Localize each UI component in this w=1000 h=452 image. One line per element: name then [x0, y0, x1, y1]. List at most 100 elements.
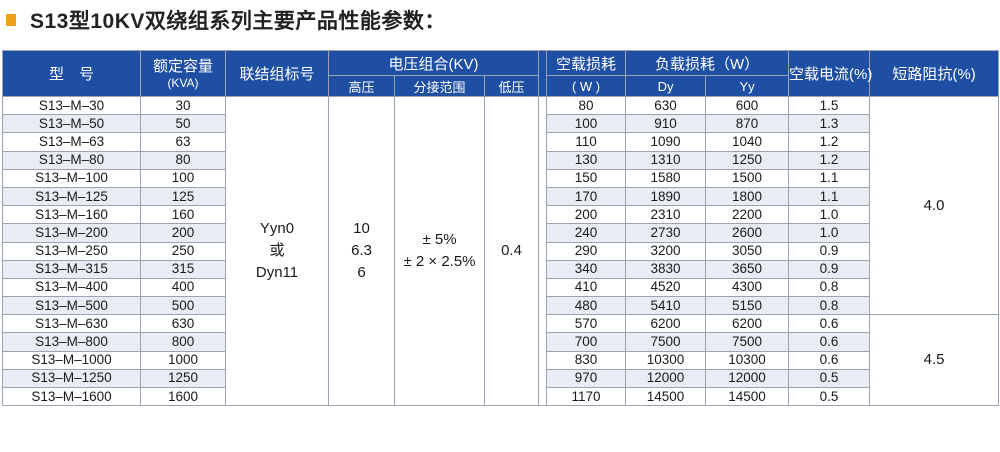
cell-noload-loss: 240 [546, 223, 627, 243]
cell-noload-loss: 200 [546, 205, 627, 225]
cell-noload-loss: 150 [546, 168, 627, 188]
cell-noload-current: 1.0 [788, 205, 871, 225]
cell-capacity: 30 [140, 95, 226, 116]
cell-noload-current: 0.5 [788, 368, 871, 389]
cell-noload-current: 0.9 [788, 259, 871, 279]
cell-load-loss-yy: 3050 [705, 241, 790, 261]
cell-noload-current: 0.8 [788, 296, 871, 316]
column-gap [538, 95, 548, 407]
connection-line: 或 [269, 242, 285, 260]
cell-connection-group: Yyn0 或 Dyn11 [225, 95, 329, 407]
cell-load-loss-yy: 1500 [705, 168, 790, 188]
cell-model: S13–M–80 [2, 150, 141, 170]
cell-capacity: 250 [140, 241, 226, 261]
header-capacity: 额定容量 (KVA) [140, 50, 226, 97]
header-dy: Dy [625, 75, 707, 97]
cell-load-loss-yy: 1800 [705, 186, 790, 207]
cell-load-loss-dy: 4520 [625, 277, 707, 298]
cell-noload-loss: 970 [546, 368, 627, 389]
header-low-voltage: 低压 [483, 75, 540, 97]
cell-noload-current: 0.8 [788, 277, 871, 298]
table-row: S13–M–630 630 570 6200 6200 0.6 4.5 [2, 314, 1000, 407]
header-load-loss: 负载损耗（W） [625, 50, 790, 76]
cell-load-loss-dy: 12000 [625, 368, 707, 389]
cell-noload-loss: 110 [546, 132, 627, 152]
cell-load-loss-yy: 2600 [705, 223, 790, 243]
cell-model: S13–M–250 [2, 241, 141, 261]
cell-model: S13–M–100 [2, 168, 141, 188]
cell-noload-current: 1.5 [788, 95, 871, 116]
cell-tap-range: ± 5% ± 2 × 2.5% [394, 95, 485, 407]
cell-load-loss-yy: 12000 [705, 368, 790, 389]
cell-capacity: 1600 [140, 386, 226, 407]
cell-capacity: 630 [140, 314, 226, 334]
cell-load-loss-yy: 5150 [705, 296, 790, 316]
cell-noload-loss: 1170 [546, 386, 627, 407]
cell-load-loss-dy: 1090 [625, 132, 707, 152]
cell-capacity: 400 [140, 277, 226, 298]
cell-model: S13–M–630 [2, 314, 141, 334]
cell-load-loss-dy: 10300 [625, 350, 707, 370]
high-voltage-line: 10 [353, 220, 370, 238]
cell-noload-current: 1.2 [788, 132, 871, 152]
tap-range-line: ± 5% [422, 231, 457, 249]
cell-impedance-large: 4.5 [869, 314, 1000, 407]
cell-load-loss-yy: 10300 [705, 350, 790, 370]
table-row: S13–M–500 500 480 5410 5150 0.8 [2, 296, 999, 316]
cell-load-loss-yy: 6200 [705, 314, 790, 334]
cell-noload-loss: 170 [546, 186, 627, 207]
table-row: S13–M–200 200 240 2730 2600 1.0 [2, 223, 999, 243]
cell-noload-current: 0.5 [788, 386, 871, 407]
cell-load-loss-yy: 3650 [705, 259, 790, 279]
cell-noload-current: 0.9 [788, 241, 871, 261]
table-row: S13–M–400 400 410 4520 4300 0.8 [2, 277, 999, 298]
cell-model: S13–M–125 [2, 186, 141, 207]
table-row: S13–M–800 800 700 7500 7500 0.6 [2, 332, 999, 352]
header-noload-current: 空载电流(%) [788, 50, 872, 97]
spec-table: 型 号 额定容量 (KVA) 联结组标号 电压组合(KV) 空载损耗 负载损耗（… [2, 50, 1000, 407]
cell-noload-loss: 290 [546, 241, 627, 261]
cell-model: S13–M–1000 [2, 350, 141, 370]
cell-load-loss-yy: 14500 [705, 386, 790, 407]
header-model: 型 号 [2, 50, 141, 97]
cell-load-loss-dy: 3830 [625, 259, 707, 279]
cell-capacity: 200 [140, 223, 226, 243]
cell-load-loss-yy: 4300 [705, 277, 790, 298]
cell-model: S13–M–160 [2, 205, 141, 225]
cell-load-loss-dy: 910 [625, 114, 707, 134]
cell-capacity: 1250 [140, 368, 226, 389]
cell-capacity: 125 [140, 186, 226, 207]
header-connection: 联结组标号 [225, 50, 329, 97]
cell-noload-loss: 570 [546, 314, 627, 334]
header-high-voltage: 高压 [328, 75, 395, 97]
table-row: S13–M–50 50 100 910 870 1.3 [2, 114, 999, 134]
cell-load-loss-dy: 1310 [625, 150, 707, 170]
cell-noload-loss: 700 [546, 332, 627, 352]
header-voltage: 电压组合(KV) [327, 50, 540, 76]
header-yy: Yy [705, 75, 790, 97]
cell-capacity: 100 [140, 168, 226, 188]
cell-capacity: 1000 [140, 350, 226, 370]
header-capacity-unit: (KVA) [167, 75, 199, 90]
title-bar: S13型10KV双绕组系列主要产品性能参数： [0, 0, 1000, 48]
header-impedance: 短路阻抗(%) [869, 50, 1000, 97]
table-row: S13–M–250 250 290 3200 3050 0.9 [2, 241, 999, 261]
connection-line: Dyn11 [255, 264, 299, 282]
cell-noload-loss: 410 [546, 277, 627, 298]
cell-load-loss-dy: 2730 [625, 223, 707, 243]
cell-noload-loss: 100 [546, 114, 627, 134]
header-noload-loss-unit: ( W ) [546, 75, 627, 97]
table-row: S13–M–80 80 130 1310 1250 1.2 [2, 150, 999, 170]
cell-load-loss-yy: 2200 [705, 205, 790, 225]
cell-load-loss-dy: 14500 [625, 386, 707, 407]
cell-capacity: 315 [140, 259, 226, 279]
tap-range-line: ± 2 × 2.5% [403, 253, 476, 271]
cell-capacity: 160 [140, 205, 226, 225]
cell-noload-loss: 80 [546, 95, 627, 116]
cell-model: S13–M–315 [2, 259, 141, 279]
header-gap [538, 50, 548, 97]
cell-noload-loss: 130 [546, 150, 627, 170]
cell-model: S13–M–1600 [2, 386, 141, 407]
header-noload-loss: 空载损耗 [546, 50, 627, 76]
cell-model: S13–M–30 [2, 95, 141, 116]
